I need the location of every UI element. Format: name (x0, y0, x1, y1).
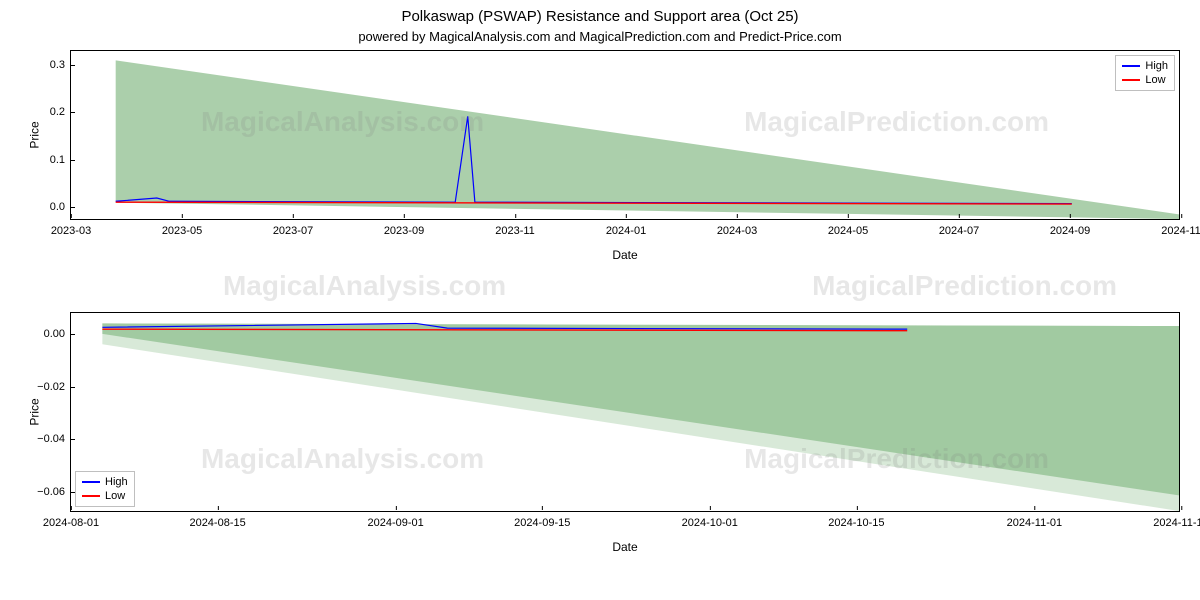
bottom-chart-wrap: High Low Price 0.00−0.02−0.04−0.062024-0… (70, 312, 1180, 554)
ytick: −0.02 (37, 381, 71, 393)
legend-high-line (82, 481, 100, 483)
ytick: 0.2 (50, 106, 71, 118)
legend-low-label: Low (1145, 73, 1165, 87)
ylabel-top: Price (28, 121, 42, 148)
chart-subtitle: powered by MagicalAnalysis.com and Magic… (0, 25, 1200, 50)
xtick: 2024-08-01 (43, 511, 99, 529)
ytick: 0.0 (50, 201, 71, 213)
ytick: 0.00 (44, 328, 71, 340)
legend-low-row: Low (1122, 73, 1168, 87)
xtick: 2024-07 (939, 219, 979, 237)
ytick: −0.04 (37, 433, 71, 445)
xtick: 2024-09-01 (367, 511, 423, 529)
legend-top: High Low (1115, 55, 1175, 91)
xtick: 2024-09-15 (514, 511, 570, 529)
xtick: 2024-10-15 (828, 511, 884, 529)
xtick: 2023-09 (384, 219, 424, 237)
ylabel-bottom: Price (28, 398, 42, 425)
xtick: 2024-11-15 (1153, 511, 1200, 529)
top-chart-wrap: High Low Price 0.00.10.20.32023-032023-0… (70, 50, 1180, 262)
legend-low-line (82, 495, 100, 497)
legend-low-label: Low (105, 489, 125, 503)
xtick: 2024-11-01 (1007, 511, 1062, 529)
xtick: 2023-07 (273, 219, 313, 237)
ytick: 0.3 (50, 59, 71, 71)
xtick: 2024-09 (1050, 219, 1090, 237)
top-chart: High Low Price 0.00.10.20.32023-032023-0… (70, 50, 1180, 220)
xtick: 2024-11 (1161, 219, 1200, 237)
xtick: 2024-03 (717, 219, 757, 237)
bottom-chart: High Low Price 0.00−0.02−0.04−0.062024-0… (70, 312, 1180, 512)
ytick: −0.06 (37, 486, 71, 498)
xtick: 2023-03 (51, 219, 91, 237)
xtick: 2023-05 (162, 219, 202, 237)
xtick: 2024-05 (828, 219, 868, 237)
bottom-chart-svg (71, 313, 1179, 511)
xlabel-bottom: Date (70, 540, 1180, 554)
legend-high-row: High (82, 475, 128, 489)
legend-high-label: High (105, 475, 128, 489)
ytick: 0.1 (50, 154, 71, 166)
top-chart-svg (71, 51, 1179, 219)
legend-high-row: High (1122, 59, 1168, 73)
chart-title: Polkaswap (PSWAP) Resistance and Support… (0, 0, 1200, 25)
xlabel-top: Date (70, 248, 1180, 262)
legend-low-line (1122, 79, 1140, 81)
legend-high-label: High (1145, 59, 1168, 73)
xtick: 2024-01 (606, 219, 646, 237)
legend-low-row: Low (82, 489, 128, 503)
xtick: 2023-11 (495, 219, 535, 237)
legend-high-line (1122, 65, 1140, 67)
legend-bottom: High Low (75, 471, 135, 507)
xtick: 2024-10-01 (682, 511, 738, 529)
xtick: 2024-08-15 (189, 511, 245, 529)
